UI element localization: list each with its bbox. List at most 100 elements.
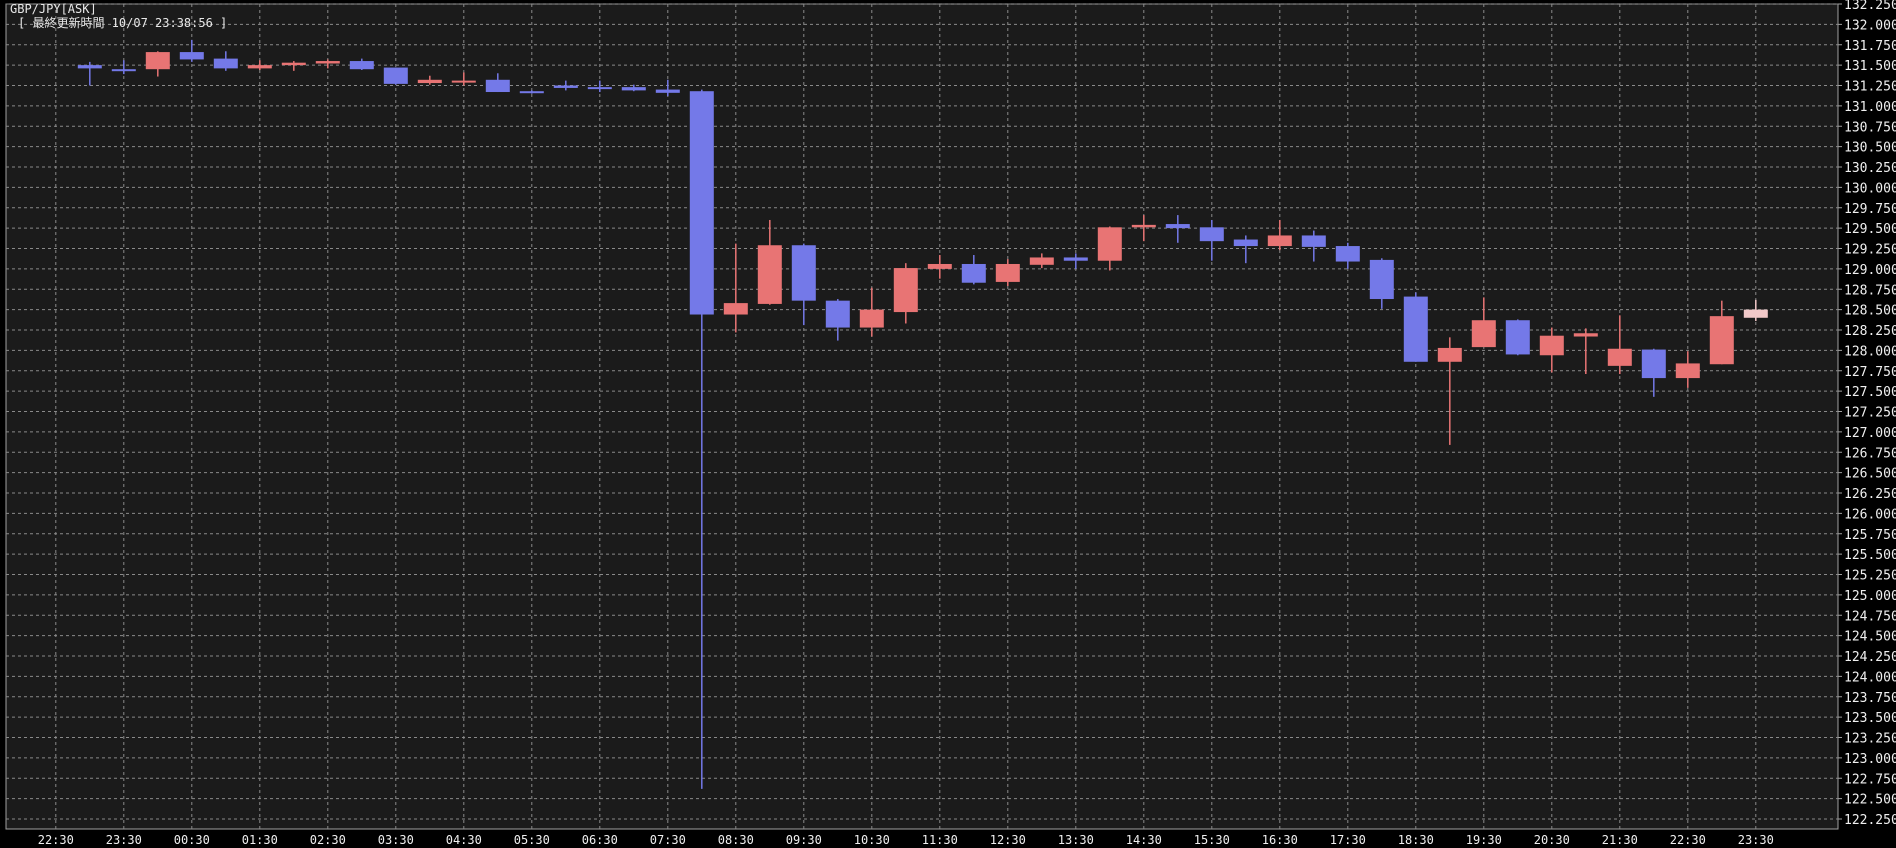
candle-body (417, 79, 442, 84)
y-tick-label: 126.750 (1844, 446, 1896, 461)
candle-body (145, 52, 170, 70)
y-tick-label: 123.750 (1844, 691, 1896, 706)
y-tick-label: 127.250 (1844, 406, 1896, 421)
candle (723, 243, 748, 333)
candle-body (1233, 239, 1258, 247)
y-tick-label: 122.250 (1844, 813, 1896, 828)
x-tick-label: 01:30 (242, 833, 278, 847)
candle-body (1641, 349, 1666, 379)
candle (77, 61, 102, 86)
candle (1301, 230, 1326, 262)
x-tick-label: 04:30 (446, 833, 482, 847)
candle (655, 79, 680, 97)
candle (927, 255, 952, 279)
y-tick-label: 125.500 (1844, 548, 1896, 563)
x-tick-label: 20:30 (1534, 833, 1570, 847)
candle (1437, 337, 1462, 445)
x-tick-label: 18:30 (1398, 833, 1434, 847)
candle-body (1267, 235, 1292, 247)
y-tick-label: 130.750 (1844, 120, 1896, 135)
candle-body (315, 61, 340, 64)
candle (1743, 299, 1768, 322)
candle (1199, 219, 1224, 261)
y-tick-label: 126.000 (1844, 507, 1896, 522)
x-tick-label: 23:30 (1738, 833, 1774, 847)
candle (247, 60, 272, 71)
candle (1403, 292, 1428, 362)
y-tick-label: 128.000 (1844, 344, 1896, 359)
candle-body (1709, 316, 1734, 365)
y-tick-label: 128.500 (1844, 304, 1896, 319)
y-tick-label: 129.250 (1844, 243, 1896, 258)
x-tick-label: 14:30 (1126, 833, 1162, 847)
x-tick-label: 17:30 (1330, 833, 1366, 847)
y-tick-label: 129.000 (1844, 263, 1896, 278)
x-tick-label: 11:30 (922, 833, 958, 847)
candle-body (655, 89, 680, 93)
y-tick-label: 124.750 (1844, 609, 1896, 624)
candle (281, 61, 306, 71)
candle-body (383, 67, 408, 84)
y-tick-label: 129.750 (1844, 202, 1896, 217)
candle (417, 75, 442, 85)
candle (1063, 253, 1088, 269)
x-tick-label: 09:30 (786, 833, 822, 847)
candle-body (1165, 224, 1190, 229)
candle (1369, 258, 1394, 309)
x-tick-label: 06:30 (582, 833, 618, 847)
candle-body (1675, 363, 1700, 379)
candle-body (1471, 320, 1496, 348)
candle (1709, 300, 1734, 365)
candle-body (723, 303, 748, 315)
x-tick-label: 22:30 (1670, 833, 1706, 847)
candle-body (1301, 235, 1326, 247)
candle (383, 67, 408, 85)
candle-body (451, 80, 476, 83)
x-tick-label: 16:30 (1262, 833, 1298, 847)
candle-body (757, 245, 782, 304)
x-tick-label: 07:30 (650, 833, 686, 847)
x-tick-label: 02:30 (310, 833, 346, 847)
candle (1539, 327, 1564, 373)
y-tick-label: 126.250 (1844, 487, 1896, 502)
candle-body (893, 268, 918, 313)
y-tick-label: 122.500 (1844, 793, 1896, 808)
candle (1131, 215, 1156, 242)
y-tick-label: 123.250 (1844, 732, 1896, 747)
x-axis: 22:30 23:30 00:30 01:30 02:30 03:30 04:30 05:30… (38, 833, 1774, 847)
y-tick-label: 128.750 (1844, 283, 1896, 298)
candle (1097, 226, 1122, 271)
candle-body (485, 79, 510, 93)
candle (349, 58, 374, 71)
y-tick-label: 130.500 (1844, 141, 1896, 156)
y-tick-label: 123.000 (1844, 752, 1896, 767)
y-axis: 132.250 132.000 131.750 131.500 131.250 131.0… (1838, 0, 1896, 828)
x-tick-label: 00:30 (174, 833, 210, 847)
candle-body (1539, 335, 1564, 356)
candle-body (1607, 348, 1632, 366)
candle-body (621, 87, 646, 91)
y-tick-label: 125.750 (1844, 528, 1896, 543)
candle (1165, 215, 1190, 243)
candle-body (179, 52, 204, 60)
candle-body (213, 58, 238, 69)
candle-body (1403, 296, 1428, 362)
candle-body (1199, 227, 1224, 242)
candle-body (1437, 347, 1462, 362)
y-tick-label: 132.000 (1844, 18, 1896, 33)
candle (995, 259, 1020, 286)
y-tick-label: 131.500 (1844, 59, 1896, 74)
candle (1029, 253, 1054, 269)
candle (1267, 219, 1292, 251)
gridlines (6, 3, 1838, 829)
candle-body (1743, 309, 1768, 318)
y-tick-label: 129.500 (1844, 222, 1896, 237)
candle (519, 90, 544, 94)
candle (1505, 319, 1530, 356)
x-tick-label: 15:30 (1194, 833, 1230, 847)
candle (315, 59, 340, 69)
y-tick-label: 130.000 (1844, 181, 1896, 196)
candle (111, 60, 136, 75)
candle-body (1063, 257, 1088, 261)
